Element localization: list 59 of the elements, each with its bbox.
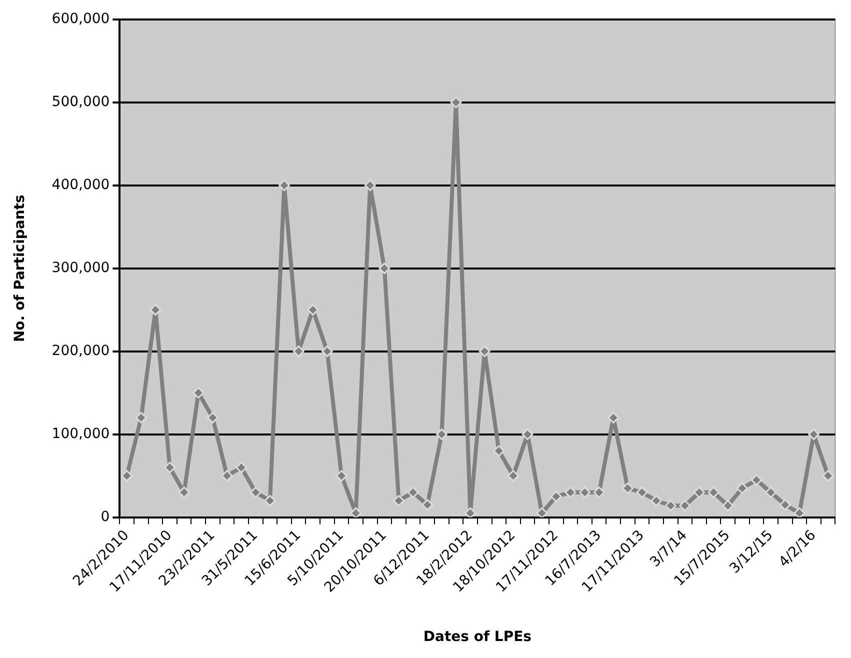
point bbox=[536, 507, 548, 518]
point bbox=[178, 486, 190, 498]
point bbox=[150, 304, 162, 316]
point bbox=[794, 507, 806, 518]
point bbox=[250, 486, 262, 498]
point bbox=[550, 490, 562, 502]
point bbox=[192, 387, 204, 399]
point bbox=[522, 428, 534, 440]
point bbox=[564, 486, 576, 498]
point bbox=[608, 412, 620, 424]
point bbox=[164, 462, 176, 474]
point bbox=[779, 499, 791, 511]
point bbox=[579, 486, 591, 498]
point bbox=[307, 304, 319, 316]
point bbox=[507, 470, 519, 482]
y-axis-title: No. of Participants bbox=[12, 194, 28, 342]
point bbox=[206, 412, 218, 424]
point bbox=[808, 428, 820, 440]
point bbox=[321, 346, 333, 358]
point bbox=[378, 262, 390, 274]
point bbox=[364, 180, 376, 192]
point bbox=[478, 346, 490, 358]
point bbox=[422, 499, 434, 511]
point bbox=[450, 96, 462, 108]
point bbox=[392, 494, 404, 506]
point bbox=[622, 482, 634, 494]
point bbox=[350, 507, 362, 518]
point bbox=[292, 346, 304, 358]
x-axis-title: Dates of LPEs bbox=[423, 629, 532, 646]
point bbox=[822, 470, 834, 482]
point bbox=[135, 412, 147, 424]
point bbox=[650, 494, 662, 506]
point bbox=[236, 462, 248, 474]
point bbox=[278, 180, 290, 192]
point bbox=[722, 500, 734, 512]
point bbox=[493, 445, 505, 457]
y-tick-label: 500,000 bbox=[52, 94, 110, 110]
point bbox=[694, 486, 706, 498]
point bbox=[436, 428, 448, 440]
point bbox=[664, 500, 676, 512]
point bbox=[750, 474, 762, 486]
point bbox=[679, 500, 691, 512]
point bbox=[636, 486, 648, 498]
y-tick-label: 400,000 bbox=[52, 176, 110, 193]
point bbox=[593, 486, 605, 498]
point bbox=[264, 494, 276, 506]
y-tick-label: 600,000 bbox=[52, 11, 110, 28]
point bbox=[736, 482, 748, 494]
y-tick-label: 100,000 bbox=[52, 426, 110, 442]
point bbox=[464, 507, 476, 518]
point bbox=[121, 470, 133, 482]
point bbox=[221, 470, 233, 482]
y-tick-label: 200,000 bbox=[52, 342, 110, 359]
point bbox=[708, 486, 720, 498]
y-tick-label: 0 bbox=[100, 508, 110, 525]
y-tick-label: 300,000 bbox=[52, 260, 110, 276]
point bbox=[336, 470, 348, 482]
point bbox=[765, 486, 777, 498]
point bbox=[407, 486, 419, 498]
